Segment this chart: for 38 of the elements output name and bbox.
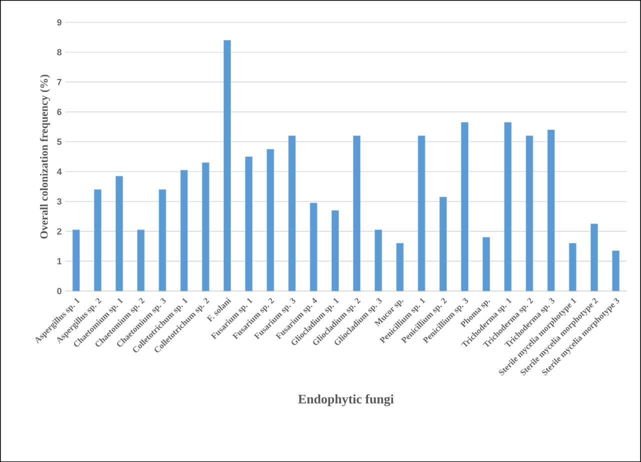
- bar: [439, 196, 447, 292]
- bar: [266, 148, 274, 292]
- bar: [526, 136, 534, 292]
- y-tick-label: 2: [57, 228, 62, 234]
- y-tick-label: 1: [57, 258, 62, 264]
- bar: [482, 236, 490, 292]
- bar: [353, 136, 360, 292]
- y-tick-label: 5: [57, 138, 62, 145]
- bar: [202, 162, 210, 292]
- bar: [461, 122, 468, 292]
- y-tick-label: 4: [56, 168, 62, 175]
- bar: [158, 189, 166, 292]
- bar: [137, 230, 145, 292]
- bar: [116, 176, 123, 292]
- bar: [288, 136, 296, 292]
- bar: [568, 242, 576, 292]
- bar: [396, 242, 404, 292]
- y-tick-label: 0: [57, 288, 62, 294]
- y-tick-label: 3: [57, 198, 62, 205]
- bar: [245, 156, 253, 292]
- bar: [374, 230, 382, 292]
- bar: [224, 40, 231, 292]
- y-tick-label: 7: [57, 78, 62, 86]
- y-tick-label: 9: [57, 19, 62, 26]
- bar: [310, 202, 318, 292]
- bar: [547, 130, 555, 292]
- bar: [72, 230, 80, 292]
- bar: [590, 224, 598, 292]
- bar: [612, 250, 620, 292]
- x-axis-title: Endophytic fungi: [298, 394, 394, 406]
- y-tick-label: 8: [57, 48, 62, 56]
- bar: [94, 189, 102, 292]
- bar: [418, 136, 426, 292]
- bar: [504, 122, 512, 292]
- bar: [331, 210, 339, 292]
- y-tick-label: 6: [57, 108, 62, 115]
- bar: [180, 170, 188, 292]
- y-axis-title: Overall colonization frequency (%): [40, 74, 50, 238]
